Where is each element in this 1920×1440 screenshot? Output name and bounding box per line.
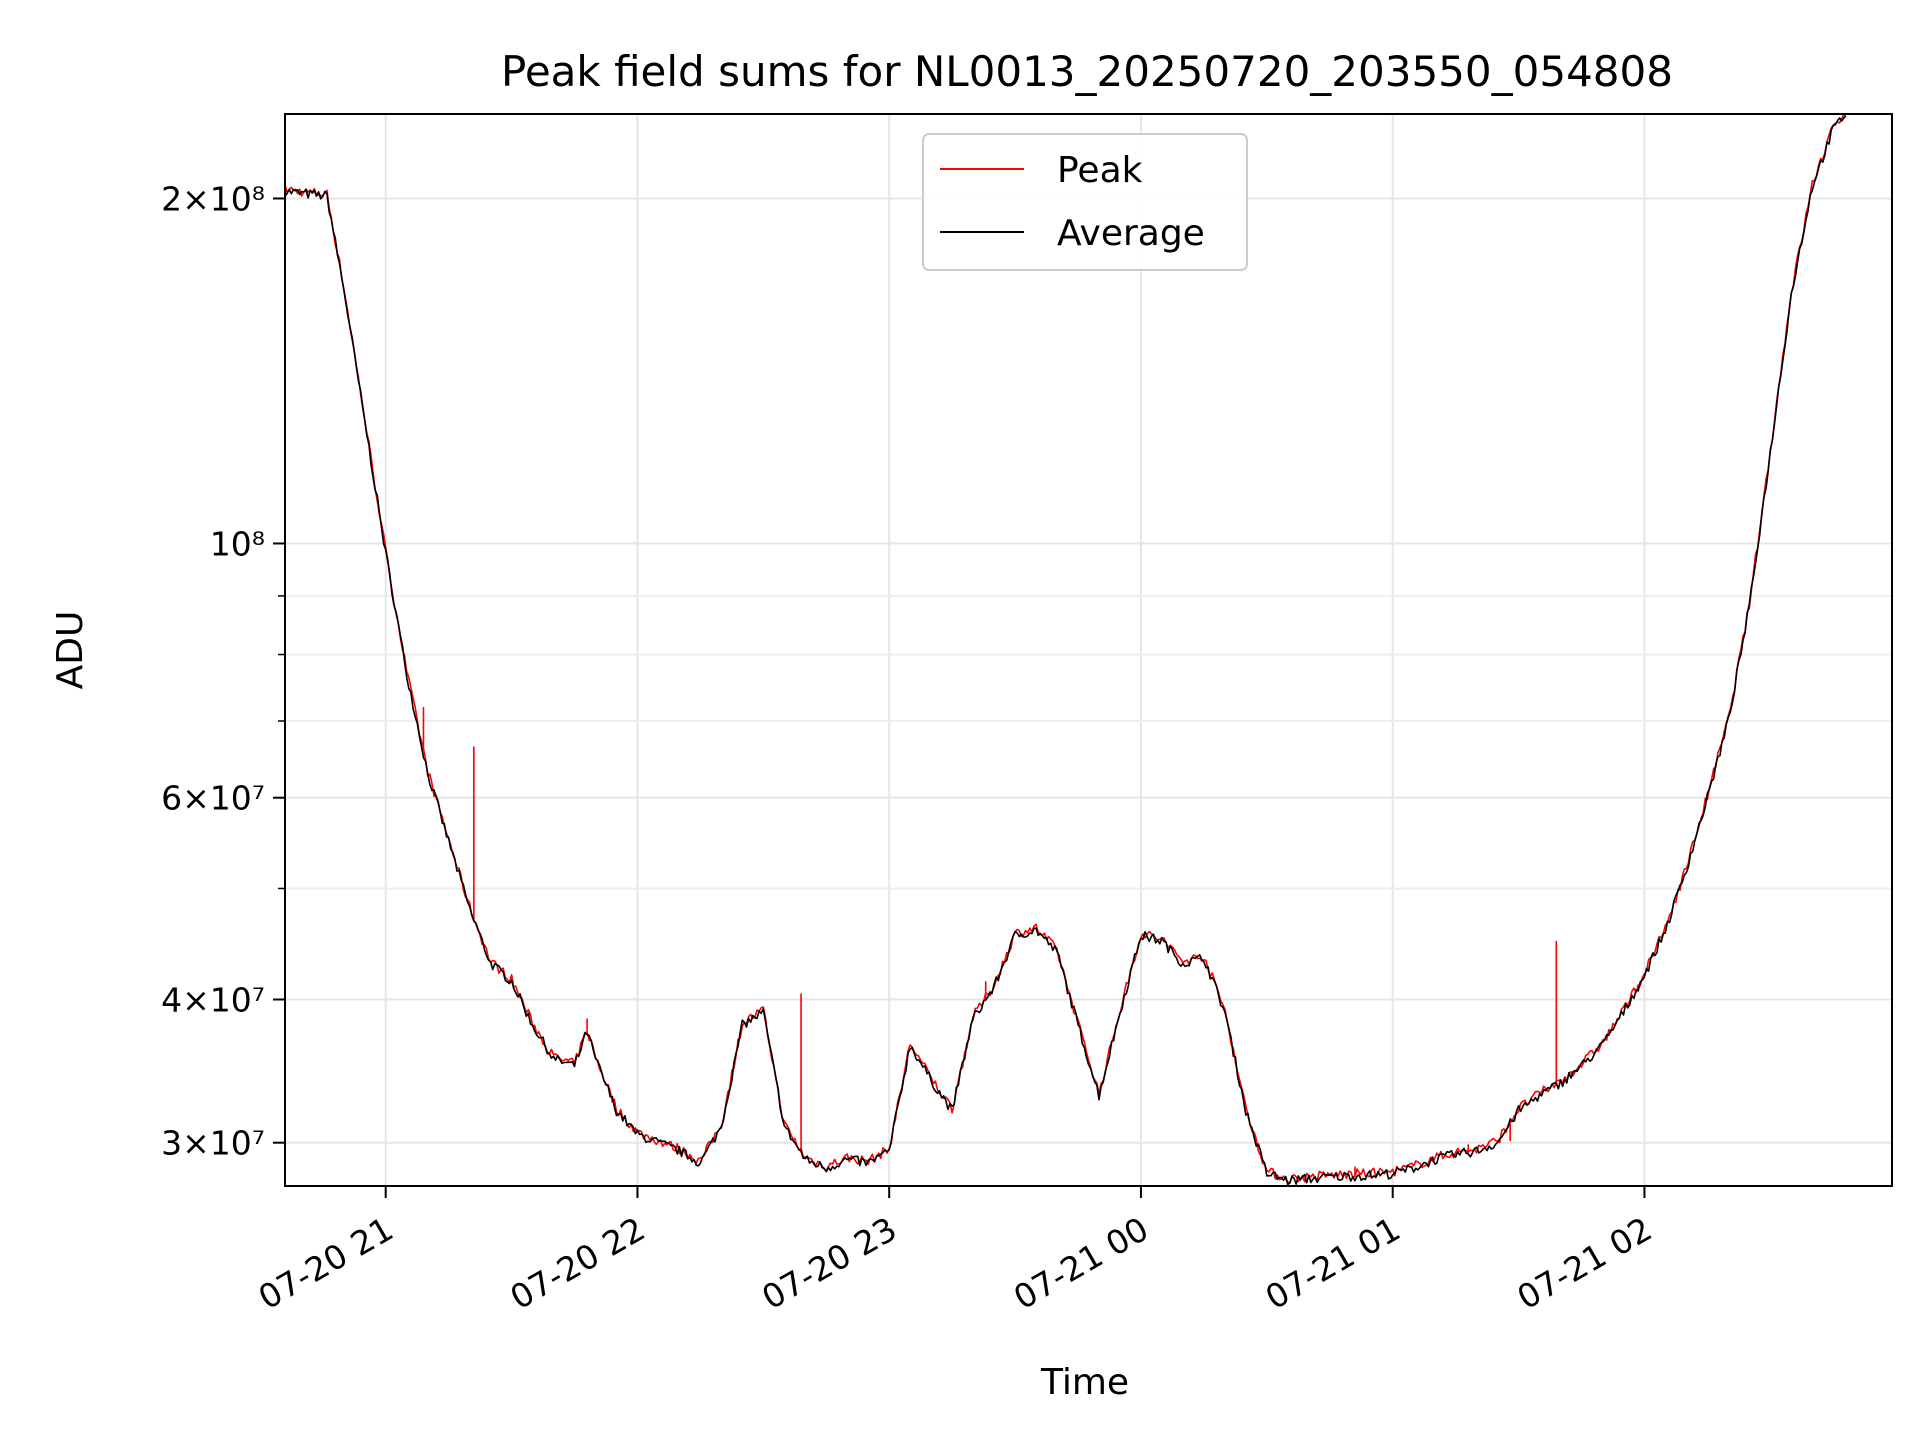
grid (285, 114, 1892, 1186)
y-axis-label: ADU (50, 611, 91, 690)
y-axis: 2×10⁸ 10⁸ 6×10⁷ 4×10⁷ 3×10⁷ (161, 179, 285, 1163)
y-tick-label: 10⁸ (210, 524, 265, 563)
plot-area (285, 114, 1847, 1186)
y-tick-label: 4×10⁷ (161, 981, 265, 1020)
y-tick-label: 2×10⁸ (161, 179, 265, 218)
average-series-line (285, 115, 1847, 1186)
plot-frame (284, 113, 1893, 1187)
chart-title: Peak field sums for NL0013_20250720_2035… (501, 47, 1673, 96)
legend: Peak Average (922, 133, 1248, 271)
y-tick-label: 6×10⁷ (161, 779, 265, 818)
legend-label-average: Average (1057, 213, 1205, 254)
y-tick-label: 3×10⁷ (161, 1124, 265, 1163)
x-axis-label: Time (1040, 1362, 1129, 1403)
legend-label-peak: Peak (1057, 150, 1143, 191)
series-group (285, 114, 1847, 1186)
